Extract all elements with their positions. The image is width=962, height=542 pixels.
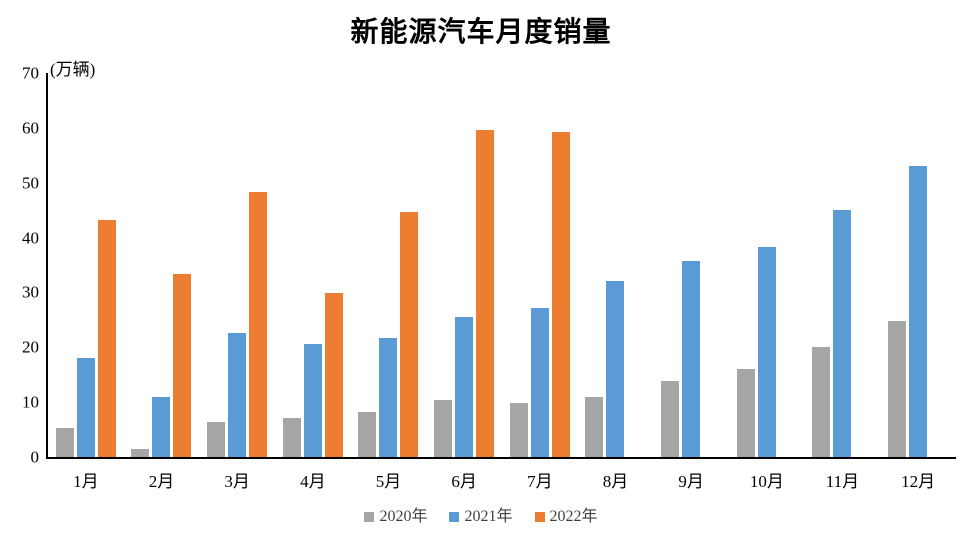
x-tick-label-5月: 5月 xyxy=(375,472,402,491)
bar-group-5月 xyxy=(351,73,427,457)
bar-2021年-6月 xyxy=(455,316,474,457)
plot-area: (万辆) 0 10 20 30 40 50 60 70 1月 2月 3月 4月 5月 6月 7月 8月 9月 1… xyxy=(22,60,956,491)
bar-group-4月 xyxy=(275,73,351,457)
bar-2020年-12月 xyxy=(888,320,907,457)
x-tick-label-7月: 7月 xyxy=(527,472,553,491)
bar-2022年-3月 xyxy=(249,191,268,457)
bar-group-9月 xyxy=(653,73,729,457)
bar-2022年-1月 xyxy=(97,220,116,457)
y-tick-label-10: 10 xyxy=(22,392,39,412)
bar-2020年-7月 xyxy=(509,403,528,457)
y-axis-line xyxy=(46,73,48,459)
bar-2022年-5月 xyxy=(400,211,419,457)
bar-2021年-1月 xyxy=(76,358,95,457)
x-tick-label-1月: 1月 xyxy=(73,472,99,491)
x-tick-label-12月: 12月 xyxy=(901,472,936,491)
x-tick-label-11月: 11月 xyxy=(825,472,860,491)
legend-item-2020年: 2020年 xyxy=(364,509,427,525)
bar-2021年-10月 xyxy=(757,246,776,457)
x-tick-label-9月: 9月 xyxy=(678,472,704,491)
bar-2022年-2月 xyxy=(173,273,192,457)
x-tick-label-4月: 4月 xyxy=(300,472,326,491)
legend-label-2021年: 2021年 xyxy=(464,508,513,525)
bar-2021年-3月 xyxy=(228,333,247,457)
y-tick-label-40: 40 xyxy=(22,228,39,248)
bar-2020年-4月 xyxy=(282,417,301,457)
bar-2020年-8月 xyxy=(585,397,604,457)
y-tick-label-70: 70 xyxy=(22,63,39,83)
bar-2020年-5月 xyxy=(358,412,377,457)
x-tick-label-6月: 6月 xyxy=(451,472,477,491)
bar-2020年-3月 xyxy=(207,421,226,457)
y-axis-unit-label: (万辆) xyxy=(50,60,96,79)
y-tick-label-60: 60 xyxy=(22,118,39,138)
chart-legend: 2020年 2021年 2022年 xyxy=(0,509,962,525)
x-tick-label-3月: 3月 xyxy=(224,472,250,491)
y-tick-label-0: 0 xyxy=(30,447,40,467)
bar-2020年-9月 xyxy=(661,381,680,457)
x-axis-line xyxy=(46,457,956,459)
bar-2020年-10月 xyxy=(736,369,755,457)
bar-2020年-11月 xyxy=(812,347,831,457)
x-tick-label-8月: 8月 xyxy=(602,472,629,491)
bar-2020年-1月 xyxy=(55,428,74,457)
bar-2022年-4月 xyxy=(324,292,343,457)
legend-swatch-icon-2020年 xyxy=(364,512,375,522)
legend-item-2021年: 2021年 xyxy=(449,508,513,525)
legend-swatch-icon-2022年 xyxy=(534,512,545,522)
bar-2021年-8月 xyxy=(606,280,625,457)
bar-2021年-4月 xyxy=(303,344,322,457)
bar-2021年-2月 xyxy=(152,396,171,457)
legend-label-2022年: 2022年 xyxy=(549,508,598,525)
bar-2021年-7月 xyxy=(530,308,549,457)
y-tick-label-30: 30 xyxy=(22,282,39,302)
x-tick-label-2月: 2月 xyxy=(148,472,175,491)
y-tick-label-50: 50 xyxy=(22,173,39,193)
bar-2020年-6月 xyxy=(434,399,453,457)
legend-item-2022年: 2022年 xyxy=(534,508,598,525)
bar-2021年-12月 xyxy=(909,165,928,457)
bar-2022年-7月 xyxy=(551,131,570,457)
bar-group-1月 xyxy=(48,73,124,457)
bar-2022年-6月 xyxy=(476,130,495,457)
bar-group-6月 xyxy=(426,73,502,457)
bar-group-3月 xyxy=(199,73,275,457)
bar-group-10月 xyxy=(729,73,805,457)
legend-label-2020年: 2020年 xyxy=(379,508,428,525)
bar-group-2月 xyxy=(124,73,200,457)
bar-group-8月 xyxy=(578,73,654,457)
bar-2021年-5月 xyxy=(379,337,398,457)
chart-title: 新能源汽车月度销量 xyxy=(350,17,612,48)
bar-2021年-11月 xyxy=(833,210,852,457)
bar-group-11月 xyxy=(805,73,881,457)
bar-group-7月 xyxy=(502,73,578,457)
legend-swatch-icon-2021年 xyxy=(449,512,460,522)
y-tick-label-20: 20 xyxy=(22,337,39,357)
bar-group-12月 xyxy=(880,73,956,457)
bar-2020年-2月 xyxy=(131,448,150,457)
bar-2021年-9月 xyxy=(682,261,701,457)
x-tick-label-10月: 10月 xyxy=(749,472,784,491)
